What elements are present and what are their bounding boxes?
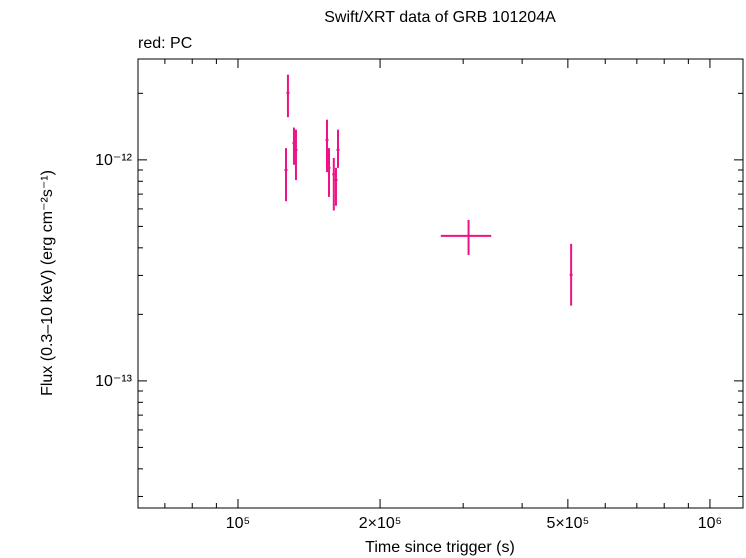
plot-frame: [137, 58, 744, 509]
y-tick-label: 10⁻¹²: [95, 152, 133, 169]
x-tick-label: 10⁶: [698, 515, 722, 532]
x-tick-label: 2×10⁵: [359, 515, 402, 532]
x-axis-label: Time since trigger (s): [365, 539, 515, 556]
x-tick-label: 5×10⁵: [547, 515, 590, 532]
y-tick-label: 10⁻¹³: [95, 373, 133, 390]
x-tick-label: 10⁵: [226, 515, 250, 532]
chart-title: Swift/XRT data of GRB 101204A: [324, 9, 556, 26]
subtitle: red: PC: [138, 35, 192, 52]
y-axis-label: Flux (0.3–10 keV) (erg cm⁻²s⁻¹): [39, 170, 56, 396]
